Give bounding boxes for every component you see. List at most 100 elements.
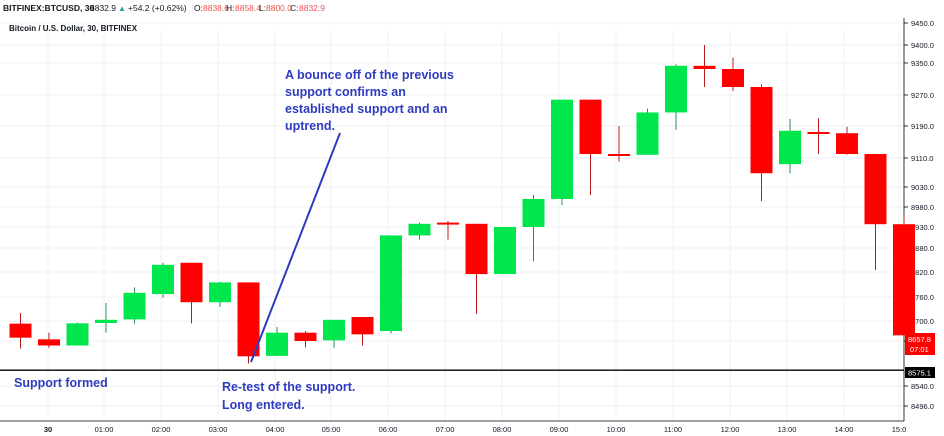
candle-body <box>807 132 830 134</box>
annotation-bounce-line-3: established support and an <box>285 102 448 116</box>
candle-body <box>494 227 516 275</box>
candle-body <box>294 332 317 341</box>
candle-body <box>836 133 858 154</box>
header-open: 8838.6 <box>203 3 229 13</box>
candle[interactable] <box>66 322 89 346</box>
candle[interactable] <box>636 108 659 155</box>
y-tick-label: 9270.0 <box>911 91 934 100</box>
candle[interactable] <box>323 319 345 348</box>
x-tick-label: 13:00 <box>778 425 797 434</box>
header-low-label: L: <box>259 3 266 13</box>
candle[interactable] <box>779 119 801 174</box>
candle[interactable] <box>437 221 459 240</box>
x-tick-label: 07:00 <box>436 425 455 434</box>
y-tick-label: 8820.0 <box>911 268 934 277</box>
candle[interactable] <box>294 331 317 348</box>
x-tick-label: 30 <box>44 425 52 434</box>
x-tick-label: 14:00 <box>835 425 854 434</box>
candle-body <box>636 112 659 155</box>
candle-body <box>266 332 288 356</box>
candle[interactable] <box>665 64 687 130</box>
candle[interactable] <box>608 126 630 162</box>
candle[interactable] <box>551 99 573 205</box>
annotation-bounce-line-4: uptrend. <box>285 119 335 133</box>
y-tick-label: 8930.0 <box>911 223 934 232</box>
candle[interactable] <box>465 223 488 315</box>
support-price-badge <box>905 367 935 378</box>
header-close: 8832.9 <box>299 3 325 13</box>
x-tick-label: 09:00 <box>550 425 569 434</box>
header-close-label: C: <box>290 3 299 13</box>
x-tick-label: 11:00 <box>664 425 682 434</box>
candle[interactable] <box>893 214 915 336</box>
candle-body <box>608 154 630 156</box>
x-tick-label: 12:00 <box>721 425 740 434</box>
candle-body <box>665 65 687 113</box>
annotation-support-formed: Support formed <box>14 376 108 390</box>
candle[interactable] <box>180 262 203 324</box>
candle[interactable] <box>380 235 402 334</box>
candle[interactable] <box>152 262 174 298</box>
candle-body <box>551 99 573 199</box>
x-tick-label: 03:00 <box>209 425 228 434</box>
candle[interactable] <box>722 57 744 91</box>
header-high-label: H: <box>226 3 235 13</box>
y-tick-label: 9450.0 <box>911 19 934 28</box>
candle[interactable] <box>237 282 260 364</box>
candle[interactable] <box>38 332 60 348</box>
x-tick-label: 04:00 <box>266 425 285 434</box>
candle[interactable] <box>864 154 887 270</box>
candle[interactable] <box>807 118 830 154</box>
candle[interactable] <box>123 287 146 324</box>
candle-body <box>38 339 60 346</box>
annotation-bounce-line-1: A bounce off of the previous <box>285 68 454 82</box>
y-tick-label: 9190.0 <box>911 122 934 131</box>
annotation-retest-line-2: Long entered. <box>222 398 305 412</box>
candle[interactable] <box>836 126 858 155</box>
y-tick-label: 8700.0 <box>911 317 934 326</box>
annotation-arrow-line[interactable] <box>250 132 341 363</box>
candle-body <box>351 317 374 335</box>
candle[interactable] <box>408 222 431 240</box>
candle[interactable] <box>693 45 716 87</box>
y-tick-label: 8540.0 <box>911 382 934 391</box>
candle-body <box>893 224 915 336</box>
x-tick-label: 08:00 <box>493 425 512 434</box>
candle-body <box>9 323 32 338</box>
x-tick-label: 05:00 <box>322 425 341 434</box>
candle-body <box>779 130 801 165</box>
candle-body <box>95 319 117 323</box>
candle-body <box>237 282 260 357</box>
candle[interactable] <box>351 317 374 346</box>
header-symbol: BITFINEX:BTCUSD, 30 <box>3 3 94 13</box>
chart-title: Bitcoin / U.S. Dollar, 30, BITFINEX <box>9 24 138 33</box>
candle[interactable] <box>9 313 32 349</box>
annotation-bounce-line-2: support confirms an <box>285 85 406 99</box>
candle[interactable] <box>579 99 602 195</box>
header-change: +54.2 (+0.62%) <box>128 3 187 13</box>
candles <box>9 45 915 364</box>
candle[interactable] <box>494 227 516 275</box>
x-tick-label: 10:00 <box>607 425 626 434</box>
y-tick-label: 8980.0 <box>911 203 934 212</box>
candle[interactable] <box>522 195 545 262</box>
time-axis[interactable]: 30 01:00 02:00 03:00 04:00 05:00 06:00 07:00 08:… <box>44 425 906 434</box>
header-last-price: 8832.9 <box>90 3 116 13</box>
grid <box>0 22 904 421</box>
y-tick-label: 9110.0 <box>911 154 933 163</box>
header-high: 8858.4 <box>235 3 261 13</box>
x-tick-label: 15:0 <box>892 425 907 434</box>
candle[interactable] <box>750 84 773 201</box>
candle[interactable] <box>95 303 117 333</box>
x-tick-label: 06:00 <box>379 425 398 434</box>
candle-body <box>750 87 773 174</box>
candle[interactable] <box>266 327 288 356</box>
candle-body <box>180 262 203 303</box>
candle[interactable] <box>209 281 231 307</box>
candle-body <box>323 319 345 341</box>
y-tick-label: 9400.0 <box>911 41 934 50</box>
candle-body <box>123 292 146 320</box>
candle-body <box>522 199 545 227</box>
candle-body <box>66 323 89 346</box>
